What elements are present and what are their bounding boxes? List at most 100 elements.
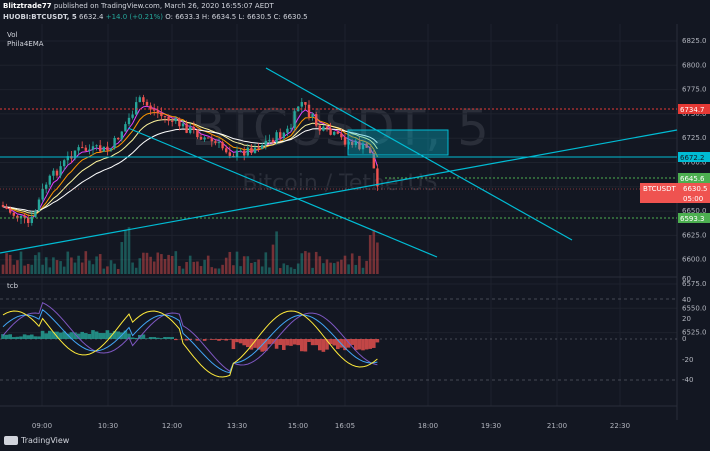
volume-bar xyxy=(350,253,354,274)
volume-bar xyxy=(199,266,203,274)
symbol-label[interactable]: HUOBI:BTCUSDT, 5 xyxy=(3,13,77,21)
volume-bar xyxy=(84,251,88,274)
candle-body xyxy=(257,147,260,149)
osc-hist-bar xyxy=(310,339,315,346)
volume-bar xyxy=(127,227,131,274)
volume-bar xyxy=(152,261,156,274)
candle-body xyxy=(318,125,321,131)
candle-body xyxy=(9,208,12,213)
time-tick: 15:00 xyxy=(288,422,308,430)
trendline-up[interactable] xyxy=(0,129,678,254)
osc-hist-bar xyxy=(228,339,232,340)
osc-hist-bar xyxy=(73,332,77,339)
osc-hist-bar xyxy=(4,334,9,339)
candle-body xyxy=(365,143,368,148)
osc-hist-bar xyxy=(292,339,297,345)
volume-bar xyxy=(102,268,106,274)
osc-hist-bar xyxy=(22,334,27,339)
tradingview-logo[interactable]: TradingView xyxy=(4,436,69,445)
osc-hist-bar xyxy=(40,330,45,339)
candle-body xyxy=(106,146,109,151)
candle-body xyxy=(156,110,159,114)
candle-body xyxy=(235,150,239,158)
volume-bar xyxy=(253,261,257,274)
osc-hist-bar xyxy=(62,331,66,339)
candle-body xyxy=(66,156,69,161)
candle-body xyxy=(34,211,37,217)
candle-body xyxy=(311,114,314,117)
candle-body xyxy=(333,131,336,135)
candle-body xyxy=(369,147,372,154)
price-tick: 6700.0 xyxy=(682,159,707,167)
candle-body xyxy=(210,137,213,142)
volume-bar xyxy=(268,267,271,274)
osc-hist-bar xyxy=(51,331,56,339)
price-tick: 6600.0 xyxy=(682,256,707,264)
candle-body xyxy=(135,102,138,115)
price-tick: 6525.0 xyxy=(682,329,707,337)
candle-body xyxy=(91,146,95,150)
volume-bar xyxy=(160,254,163,274)
time-tick: 16:05 xyxy=(335,422,355,430)
volume-bar xyxy=(30,264,34,274)
volume-bar xyxy=(16,260,19,274)
volume-bar xyxy=(286,265,289,274)
volume-bar xyxy=(361,267,365,274)
candle-body xyxy=(30,216,33,223)
osc-hist-bar xyxy=(354,339,358,351)
candle-body xyxy=(88,149,91,151)
volume-legend[interactable]: Vol xyxy=(7,31,18,39)
osc-tick: 60 xyxy=(682,275,691,283)
volume-bar xyxy=(275,231,278,274)
candle-body xyxy=(293,111,296,128)
candle-body xyxy=(95,145,98,147)
time-tick: 21:00 xyxy=(547,422,567,430)
volume-bar xyxy=(19,251,23,274)
volume-bar xyxy=(106,266,109,274)
time-tick: 19:30 xyxy=(481,422,501,430)
osc-hist-bar xyxy=(44,333,48,339)
price-tags: 6734.7 6672.2 6645.6 BTCUSDT 6630.5 05:0… xyxy=(640,104,710,223)
osc-hist-bar xyxy=(350,339,354,345)
osc-hist-bar xyxy=(94,331,99,339)
trendline-down-1[interactable] xyxy=(265,67,573,241)
candle-body xyxy=(376,168,379,187)
candle-body xyxy=(261,145,264,149)
candle-body xyxy=(253,147,257,154)
osc-hist-bar xyxy=(256,339,261,350)
volume-bar xyxy=(48,267,52,274)
candle-body xyxy=(1,205,5,207)
volume-bar xyxy=(192,261,196,274)
osc-hist-bar xyxy=(249,339,254,350)
osc-hist-bar xyxy=(195,339,200,341)
volume-bar xyxy=(203,259,206,274)
osc-hist-bar xyxy=(148,337,153,339)
osc-hist-bar xyxy=(368,339,372,349)
volume-bar xyxy=(41,264,44,274)
trendline-down-2[interactable] xyxy=(127,127,438,258)
price-tick: 6825.0 xyxy=(682,37,707,45)
osc-hist-bar xyxy=(231,339,236,350)
volume-bar xyxy=(376,242,379,274)
volume-bar xyxy=(300,253,304,274)
oscillator-legend[interactable]: tcb xyxy=(7,282,19,290)
volume-bar xyxy=(167,254,170,274)
osc-hist-bar xyxy=(19,336,23,339)
time-axis[interactable]: 09:00 10:30 12:00 13:30 15:00 16:05 18:00 19:30… xyxy=(32,422,630,430)
osc-hist-bar xyxy=(159,338,164,339)
ema-legend[interactable]: Phila4EMA xyxy=(7,40,44,48)
candle-body xyxy=(286,128,289,133)
oscillator-axis[interactable]: 60 40 20 0 -20 -40 xyxy=(682,275,693,384)
osc-hist-bar xyxy=(253,339,257,348)
candle-body xyxy=(300,102,303,107)
volume-bar xyxy=(257,259,260,274)
candle-body xyxy=(207,137,210,139)
volume-bar xyxy=(91,264,95,274)
price-zone-box[interactable] xyxy=(347,129,449,156)
osc-hist-bar xyxy=(224,339,228,341)
author-name[interactable]: Blitztrade77 xyxy=(3,2,52,10)
osc-hist-bar xyxy=(271,339,275,344)
candle-body xyxy=(315,114,318,126)
volume-bar xyxy=(170,256,174,274)
